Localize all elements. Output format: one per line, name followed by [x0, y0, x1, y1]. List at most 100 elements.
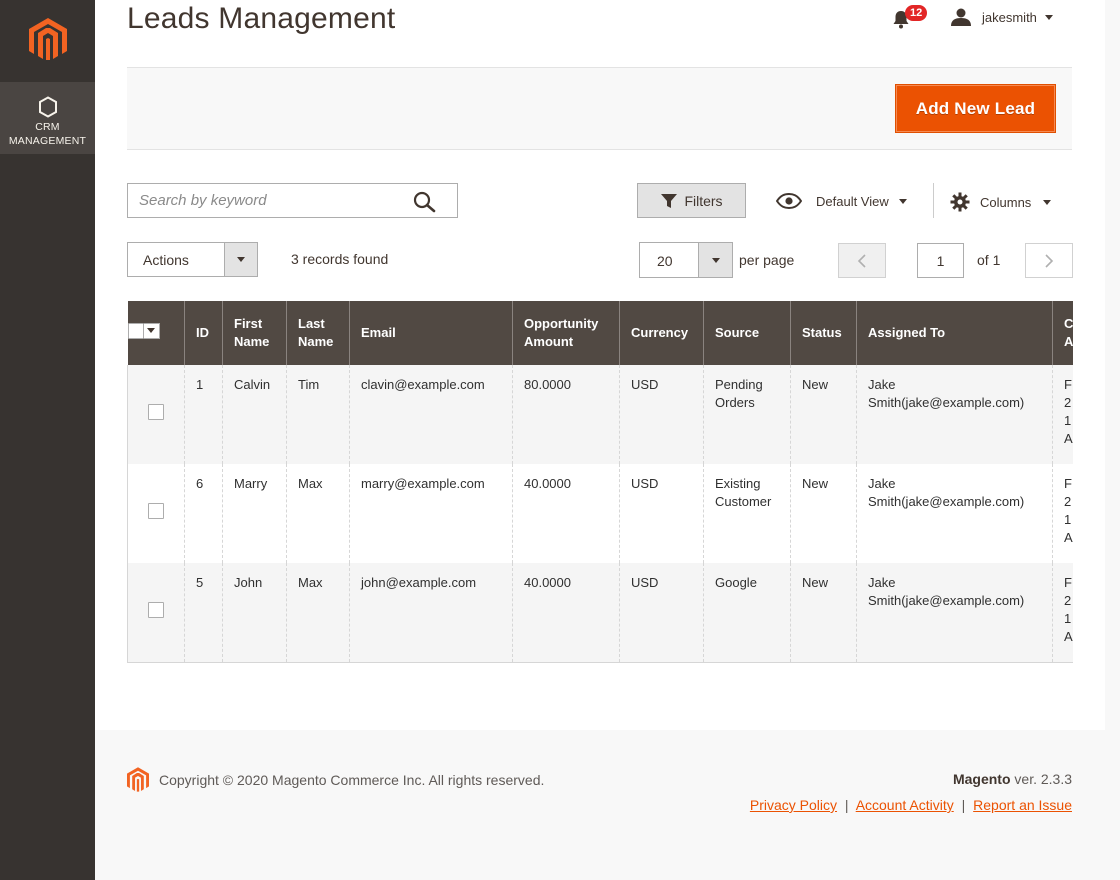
- per-page-select[interactable]: 20: [639, 242, 733, 278]
- filters-button[interactable]: Filters: [637, 183, 746, 218]
- eye-icon: [776, 193, 802, 209]
- actions-select-value: Actions: [143, 252, 189, 268]
- records-found: 3 records found: [291, 251, 389, 267]
- cell-first-name: Calvin: [222, 365, 287, 464]
- filter-icon: [661, 193, 678, 208]
- magento-logo-icon[interactable]: [0, 0, 95, 80]
- previous-page-button[interactable]: [838, 243, 886, 278]
- mass-select-header: [127, 301, 185, 365]
- cell-email: john@example.com: [349, 563, 513, 663]
- column-header-currency[interactable]: Currency: [619, 301, 704, 365]
- chevron-down-icon: [898, 198, 907, 204]
- cell-email: clavin@example.com: [349, 365, 513, 464]
- report-issue-link[interactable]: Report an Issue: [973, 797, 1072, 813]
- cell-source: Existing Customer: [703, 464, 791, 563]
- cell-assigned-to: Jake Smith(jake@example.com): [856, 365, 1053, 464]
- per-page-value: 20: [657, 253, 673, 269]
- column-header-email[interactable]: Email: [349, 301, 513, 365]
- cell-currency: USD: [619, 464, 704, 563]
- chevron-down-icon: [1043, 199, 1052, 205]
- account-activity-link[interactable]: Account Activity: [855, 797, 954, 813]
- search-icon[interactable]: [413, 191, 437, 213]
- cell-status: New: [790, 563, 857, 663]
- leads-table: ID First Name Last Name Email Opportunity A…: [127, 301, 1073, 663]
- cell-assigned-to: Jake Smith(jake@example.com): [856, 464, 1053, 563]
- search-input[interactable]: [128, 184, 398, 217]
- mass-actions-select[interactable]: Actions: [127, 242, 258, 277]
- cell-source: Pending Orders: [703, 365, 791, 464]
- column-header-last-name[interactable]: Last Name: [286, 301, 350, 365]
- row-select-cell: [127, 464, 185, 563]
- cell-status: New: [790, 365, 857, 464]
- user-account-menu[interactable]: jakesmith: [950, 6, 1053, 28]
- column-header-opportunity-amount[interactable]: Opportunity Amount: [512, 301, 620, 365]
- gear-icon: [950, 192, 970, 212]
- cell-source: Google: [703, 563, 791, 663]
- notifications-button[interactable]: 12: [888, 4, 938, 34]
- row-checkbox[interactable]: [148, 601, 164, 618]
- cell-id: 1: [184, 365, 223, 464]
- cell-assigned-to: Jake Smith(jake@example.com): [856, 563, 1053, 663]
- sidebar-item-crm-management[interactable]: CRM MANAGEMENT: [0, 82, 95, 154]
- chevron-down-icon: [1044, 14, 1053, 20]
- cell-email: marry@example.com: [349, 464, 513, 563]
- cell-id: 5: [184, 563, 223, 663]
- hexagon-icon: [38, 96, 57, 118]
- cell-last-name: Max: [286, 464, 350, 563]
- mass-select-control[interactable]: [127, 322, 160, 339]
- search-box: [127, 183, 458, 218]
- cell-first-name: Marry: [222, 464, 287, 563]
- page-edge: [1105, 0, 1120, 880]
- cell-currency: USD: [619, 365, 704, 464]
- link-separator: |: [844, 797, 849, 813]
- copyright-text: Copyright © 2020 Magento Commerce Inc. A…: [159, 772, 545, 788]
- magento-logo-icon: [127, 767, 149, 793]
- row-select-cell: [127, 563, 185, 663]
- filters-label: Filters: [684, 192, 723, 209]
- cell-id: 6: [184, 464, 223, 563]
- table-row[interactable]: 5 John Max john@example.com 40.0000 USD …: [127, 563, 1073, 663]
- bell-icon: [893, 11, 909, 29]
- table-row[interactable]: 6 Marry Max marry@example.com 40.0000 US…: [127, 464, 1073, 563]
- cell-status: New: [790, 464, 857, 563]
- sidebar: CRM MANAGEMENT: [0, 0, 95, 880]
- column-header-assigned-to[interactable]: Assigned To: [856, 301, 1053, 365]
- cell-amount: 40.0000: [512, 464, 620, 563]
- table-row[interactable]: 1 Calvin Tim clavin@example.com 80.0000 …: [127, 365, 1073, 464]
- columns-button[interactable]: Columns: [950, 190, 1052, 214]
- chevron-down-icon: [698, 243, 732, 277]
- footer-version: Magento ver. 2.3.3: [953, 771, 1072, 787]
- column-header-source[interactable]: Source: [703, 301, 791, 365]
- footer-copyright: Copyright © 2020 Magento Commerce Inc. A…: [127, 767, 544, 793]
- select-all-checkbox[interactable]: [127, 322, 144, 339]
- row-select-cell: [127, 365, 185, 464]
- next-page-button[interactable]: [1025, 243, 1073, 278]
- cell-amount: 40.0000: [512, 563, 620, 663]
- cell-currency: USD: [619, 563, 704, 663]
- row-checkbox[interactable]: [148, 503, 164, 519]
- footer-links: Privacy Policy | Account Activity | Repo…: [750, 797, 1072, 813]
- cell-first-name: John: [222, 563, 287, 663]
- toolbar-divider: [933, 183, 934, 218]
- view-label: Default View: [816, 193, 889, 209]
- chevron-left-icon: [857, 253, 866, 268]
- column-header-id[interactable]: ID: [184, 301, 223, 365]
- sidebar-item-label: CRM: [35, 121, 60, 133]
- view-switcher[interactable]: Default View: [776, 188, 907, 214]
- add-new-lead-button[interactable]: Add New Lead: [895, 84, 1056, 133]
- column-header-first-name[interactable]: First Name: [222, 301, 287, 365]
- leads-grid: ID First Name Last Name Email Opportunity A…: [127, 301, 1073, 665]
- column-header-status[interactable]: Status: [790, 301, 857, 365]
- row-checkbox[interactable]: [148, 404, 164, 420]
- current-page-input[interactable]: 1: [917, 243, 964, 278]
- columns-label: Columns: [980, 194, 1032, 210]
- cell-last-name: Tim: [286, 365, 350, 464]
- username: jakesmith: [982, 9, 1037, 25]
- cell-last-name: Max: [286, 563, 350, 663]
- privacy-policy-link[interactable]: Privacy Policy: [749, 797, 838, 813]
- chevron-down-icon[interactable]: [143, 322, 160, 339]
